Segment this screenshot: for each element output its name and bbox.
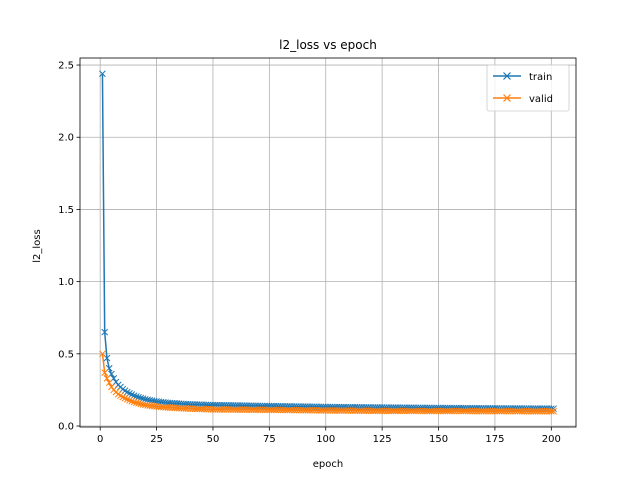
- plot-series: [99, 70, 557, 415]
- x-axis-ticks: 0 25 50 75 100 125 150 175 200: [97, 427, 561, 445]
- y-tick-label: 0.5: [58, 349, 74, 360]
- grid: [80, 58, 576, 427]
- y-tick-label: 2.5: [58, 61, 74, 72]
- data-point-valid: [105, 379, 113, 387]
- y-tick-label: 1.0: [58, 277, 74, 288]
- legend: train valid: [486, 64, 570, 112]
- x-tick-label: 0: [97, 434, 103, 445]
- data-point-valid: [99, 350, 106, 358]
- data-point-valid: [128, 397, 136, 405]
- data-point-valid: [101, 369, 109, 376]
- y-axis-ticks: 0.0 0.5 1.0 1.5 2.0 2.5: [58, 61, 80, 433]
- data-point-valid: [123, 395, 131, 403]
- data-point-valid: [547, 407, 555, 415]
- x-tick-label: 25: [150, 434, 163, 445]
- legend-marker: [503, 72, 511, 80]
- axes-frame: [79, 57, 577, 428]
- legend-label: train: [529, 72, 552, 83]
- series-valid: [99, 350, 557, 415]
- legend-marker: [503, 94, 511, 102]
- y-tick-label: 1.5: [58, 205, 74, 216]
- data-point-train: [99, 70, 106, 78]
- x-axis-label: epoch: [313, 459, 343, 470]
- legend-box: [486, 64, 570, 112]
- data-point-train: [101, 328, 109, 336]
- data-point-valid: [103, 375, 111, 382]
- y-tick-label: 0.0: [58, 422, 74, 433]
- x-tick-label: 125: [373, 434, 392, 445]
- x-tick-label: 200: [542, 434, 561, 445]
- data-point-valid: [126, 396, 133, 404]
- x-tick-label: 50: [207, 434, 220, 445]
- legend-entry-train: train: [493, 72, 552, 83]
- legend-entry-valid: valid: [493, 94, 553, 105]
- x-tick-label: 175: [485, 434, 504, 445]
- y-axis-label: l2_loss: [32, 229, 43, 262]
- x-tick-label: 150: [429, 434, 448, 445]
- data-point-valid: [550, 407, 557, 415]
- y-tick-label: 2.0: [58, 133, 74, 144]
- x-tick-label: 75: [263, 434, 276, 445]
- legend-label: valid: [529, 94, 553, 105]
- x-tick-label: 100: [316, 434, 335, 445]
- chart-title: l2_loss vs epoch: [279, 38, 377, 52]
